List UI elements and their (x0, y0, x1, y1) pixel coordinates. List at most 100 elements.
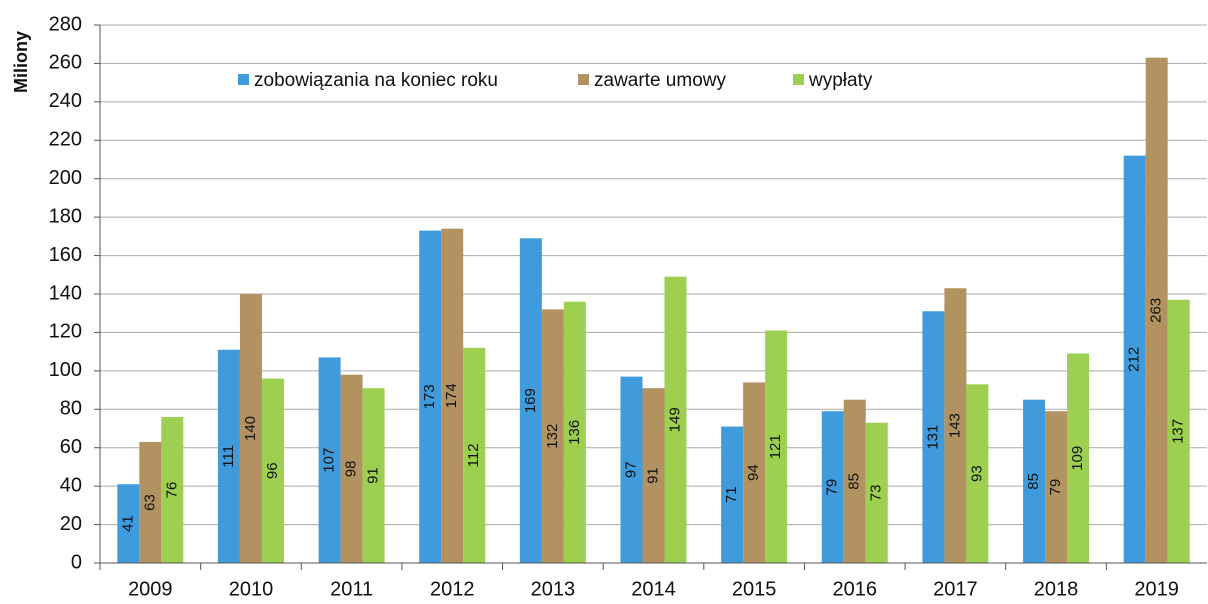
data-label: 173 (421, 384, 438, 409)
bar (1123, 155, 1146, 563)
y-tick-label: 40 (60, 474, 82, 496)
data-label: 137 (1170, 419, 1187, 444)
y-tick-label: 180 (49, 205, 82, 227)
y-tick-label: 260 (49, 52, 82, 74)
data-label: 212 (1126, 347, 1143, 372)
data-label: 109 (1069, 446, 1086, 471)
data-label: 91 (644, 467, 661, 484)
data-label: 97 (622, 461, 639, 478)
bar (765, 330, 788, 563)
data-label: 98 (343, 461, 360, 478)
bar (217, 349, 240, 563)
data-label: 73 (868, 485, 885, 502)
x-tick-label: 2019 (1134, 578, 1179, 600)
bar (664, 276, 687, 563)
data-label: 149 (666, 407, 683, 432)
bar (441, 228, 464, 563)
data-label: 96 (264, 462, 281, 479)
data-label: 112 (465, 443, 482, 467)
bar (318, 357, 341, 563)
bar (1067, 353, 1090, 563)
data-label: 79 (1047, 479, 1064, 496)
bar (966, 384, 989, 563)
data-label: 107 (321, 448, 338, 473)
data-label: 76 (163, 482, 180, 499)
data-label: 85 (846, 473, 863, 490)
x-tick-label: 2017 (933, 578, 978, 600)
y-tick-label: 280 (49, 13, 82, 35)
bar (642, 388, 665, 563)
data-label: 169 (522, 388, 539, 413)
y-tick-label: 120 (49, 321, 82, 343)
bar (541, 309, 564, 563)
x-tick-label: 2014 (631, 578, 676, 600)
bar (1023, 399, 1046, 563)
bar (865, 422, 888, 563)
bar (1045, 411, 1068, 563)
bar (261, 378, 284, 563)
bar (1167, 299, 1190, 563)
bar (117, 484, 140, 563)
x-tick-label: 2012 (430, 578, 475, 600)
legend-swatch (578, 74, 589, 85)
bar (239, 294, 262, 563)
bar (463, 347, 486, 563)
bar (821, 411, 844, 563)
data-label: 85 (1025, 473, 1042, 490)
data-label: 63 (141, 494, 158, 511)
y-tick-label: 20 (60, 513, 82, 535)
data-label: 94 (745, 464, 762, 481)
data-label: 79 (824, 479, 841, 496)
y-axis-label: Miliony (11, 31, 31, 93)
bar (1145, 57, 1168, 564)
x-tick-label: 2010 (229, 578, 274, 600)
y-tick-label: 100 (49, 359, 82, 381)
bar (843, 399, 866, 563)
x-tick-label: 2011 (330, 578, 373, 600)
bar (944, 288, 967, 563)
data-label: 91 (365, 467, 382, 484)
data-label: 41 (119, 515, 136, 532)
legend-swatch (793, 74, 804, 85)
y-tick-label: 60 (60, 436, 82, 458)
bar (161, 416, 184, 563)
data-label: 131 (924, 425, 941, 450)
data-label: 263 (1148, 298, 1165, 323)
data-label: 121 (767, 434, 784, 459)
y-tick-label: 200 (49, 167, 82, 189)
bar (340, 374, 363, 563)
bar (563, 301, 586, 563)
data-label: 143 (946, 413, 963, 438)
data-label: 132 (544, 424, 561, 449)
data-label: 174 (443, 383, 460, 408)
legend-label: zobowiązania na koniec roku (254, 70, 498, 91)
y-tick-label: 240 (49, 90, 82, 112)
data-label: 71 (723, 486, 740, 503)
bar (419, 230, 442, 564)
x-tick-label: 2013 (531, 578, 576, 600)
bar (743, 382, 766, 563)
legend-label: zawarte umowy (594, 70, 726, 91)
bar (620, 376, 643, 563)
x-tick-label: 2009 (128, 578, 173, 600)
x-tick-label: 2018 (1034, 578, 1079, 600)
data-label: 111 (220, 445, 237, 468)
y-tick-label: 160 (49, 244, 82, 266)
x-tick-label: 2015 (732, 578, 777, 600)
y-tick-label: 220 (49, 129, 82, 151)
bar (519, 238, 542, 563)
y-tick-label: 0 (71, 551, 82, 573)
data-label: 93 (968, 465, 985, 482)
legend-swatch (238, 74, 249, 85)
data-label: 140 (242, 416, 259, 441)
bar (139, 441, 162, 563)
bar (922, 311, 945, 563)
data-label: 136 (566, 420, 583, 445)
legend-label: wypłaty (808, 70, 873, 91)
y-tick-label: 140 (49, 282, 82, 304)
bar (721, 426, 744, 563)
bar (362, 388, 385, 563)
y-tick-label: 80 (60, 398, 82, 420)
x-tick-label: 2016 (833, 578, 878, 600)
